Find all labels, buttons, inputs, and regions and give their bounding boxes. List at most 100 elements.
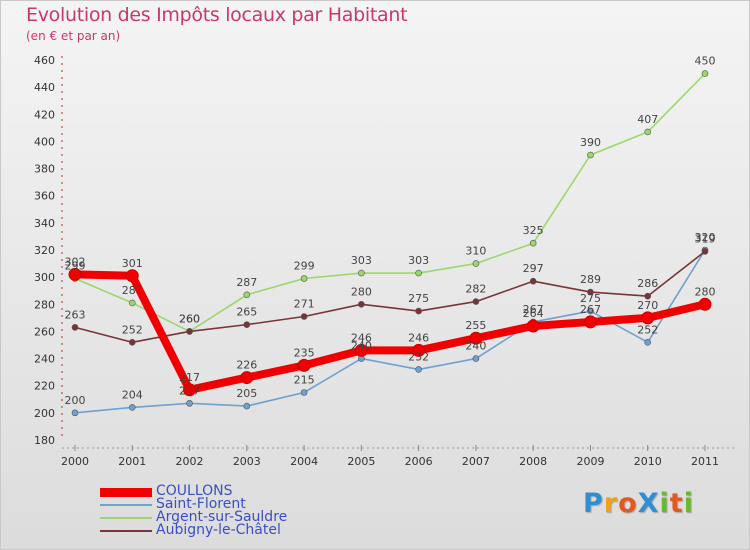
data-label: 407 <box>637 113 658 126</box>
y-tick-label: 260 <box>34 325 55 338</box>
data-point <box>243 321 251 328</box>
data-label: 200 <box>65 394 86 407</box>
data-label: 271 <box>294 298 315 311</box>
y-tick-label: 440 <box>34 81 55 94</box>
data-label: 240 <box>465 340 486 353</box>
data-label: 275 <box>580 292 601 305</box>
data-point <box>529 239 537 247</box>
chart-axes: 180 200 220 240 260 280 300 320 340 360 380 400 420 4… <box>34 54 735 468</box>
data-point <box>71 409 79 417</box>
series-line-1 <box>74 249 706 414</box>
data-point <box>641 311 655 325</box>
x-tick-label: 2010 <box>634 455 662 468</box>
data-point <box>583 315 597 329</box>
data-label: 226 <box>236 359 257 372</box>
data-point <box>472 298 480 305</box>
data-label: 255 <box>465 319 486 332</box>
x-tick-label: 2006 <box>405 455 433 468</box>
data-label: 320 <box>695 231 716 244</box>
data-label: 289 <box>580 273 601 286</box>
legend-swatch <box>100 517 152 519</box>
data-point <box>412 343 426 357</box>
data-label: 302 <box>65 255 86 268</box>
data-label: 450 <box>695 55 716 68</box>
data-point <box>587 151 594 159</box>
legend-swatch <box>100 488 152 497</box>
data-point <box>644 338 652 346</box>
legend-swatch <box>100 530 152 532</box>
data-label: 264 <box>523 307 544 320</box>
x-tick-label: 2001 <box>118 455 146 468</box>
x-tick-label: 2007 <box>462 455 490 468</box>
chart-lines <box>68 70 712 417</box>
data-point <box>701 248 709 255</box>
data-point <box>186 400 193 407</box>
y-tick-label: 340 <box>34 217 55 230</box>
logo-letter: i <box>659 488 670 519</box>
data-point <box>300 389 308 396</box>
y-tick-label: 300 <box>34 271 55 284</box>
data-point <box>469 331 483 345</box>
x-tick-label: 2011 <box>691 455 719 468</box>
logo-letter: P <box>583 488 604 519</box>
logo-letter: r <box>603 488 619 519</box>
data-point <box>644 292 652 300</box>
data-point <box>243 402 251 410</box>
logo-letter: o <box>618 488 638 519</box>
data-label: 325 <box>523 224 544 237</box>
legend-swatch <box>100 504 152 506</box>
data-label: 310 <box>465 245 486 258</box>
data-label: 297 <box>523 262 544 275</box>
data-point <box>644 128 652 136</box>
data-label: 282 <box>465 283 486 296</box>
data-label: 299 <box>65 260 86 273</box>
data-label: 246 <box>408 331 429 344</box>
series-line-2 <box>74 72 706 333</box>
logo-letter: X <box>637 488 660 519</box>
data-label: 280 <box>695 285 716 298</box>
data-label: 287 <box>236 276 257 289</box>
y-tick-label: 380 <box>34 163 55 176</box>
series-line-0 <box>71 270 709 394</box>
data-point <box>128 338 136 346</box>
data-label: 280 <box>351 285 372 298</box>
y-tick-label: 180 <box>34 434 55 447</box>
data-point <box>300 313 308 320</box>
proxiti-logo: ProXiti <box>583 488 694 519</box>
data-label: 390 <box>580 136 601 149</box>
data-point <box>698 297 712 311</box>
data-label: 235 <box>294 346 315 359</box>
y-tick-label: 400 <box>34 135 55 148</box>
y-tick-label: 200 <box>34 407 55 420</box>
data-point <box>472 260 480 267</box>
data-label: 299 <box>294 260 315 273</box>
data-point <box>300 275 308 282</box>
data-label: 240 <box>351 340 372 353</box>
legend-label: Argent-sur-Sauldre <box>156 509 288 525</box>
data-label: 303 <box>408 254 429 267</box>
data-label: 252 <box>122 323 143 336</box>
data-point <box>240 371 254 385</box>
data-label: 246 <box>351 331 372 344</box>
y-tick-label: 280 <box>34 298 55 311</box>
x-tick-label: 2004 <box>290 455 318 468</box>
data-point <box>526 319 540 333</box>
legend-label: Aubigny-le-Châtel <box>156 522 281 538</box>
logo-letter: t <box>669 488 684 519</box>
data-label: 275 <box>408 292 429 305</box>
data-point <box>701 70 709 77</box>
legend-label: COULLONS <box>156 483 233 499</box>
data-point <box>587 307 594 315</box>
data-label: 232 <box>408 350 429 363</box>
data-point <box>71 324 79 331</box>
data-point <box>125 269 139 283</box>
data-point <box>587 288 594 296</box>
data-point <box>354 343 368 357</box>
data-label: 281 <box>122 284 143 297</box>
data-label: 319 <box>695 232 716 245</box>
y-tick-label: 240 <box>34 353 55 366</box>
data-label: 215 <box>294 374 315 387</box>
data-label: 217 <box>179 371 200 384</box>
data-point <box>415 366 422 373</box>
